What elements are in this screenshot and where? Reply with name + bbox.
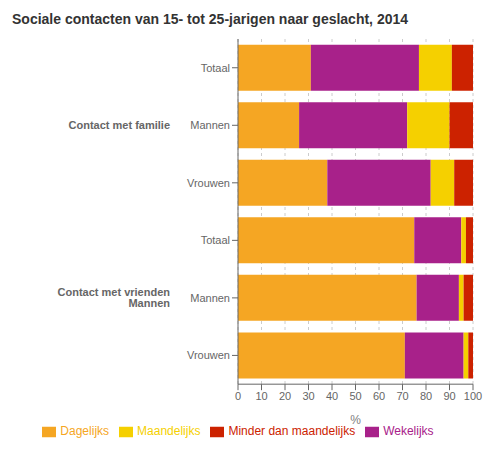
- svg-text:70: 70: [396, 390, 408, 402]
- html-text:Wekelijks: Wekelijks: [383, 424, 434, 439]
- html-text:Dagelijks: Dagelijks: [60, 424, 109, 439]
- html-text:Sociale contacten van 15- tot: Sociale contacten van 15- tot 25-jarigen…: [12, 11, 408, 27]
- svg-text:60: 60: [373, 390, 385, 402]
- svg-text:100: 100: [464, 390, 482, 402]
- svg-text:Vrouwen: Vrouwen: [187, 177, 230, 189]
- svg-text:90: 90: [443, 390, 455, 402]
- svg-text:30: 30: [302, 390, 314, 402]
- svg-text:Contact met vriendenMannen: Contact met vriendenMannen: [58, 286, 171, 309]
- svg-text:Totaal: Totaal: [201, 234, 230, 246]
- html-text:Maandelijks: Maandelijks: [137, 424, 201, 439]
- svg-text:Mannen: Mannen: [190, 119, 230, 131]
- svg-text:20: 20: [279, 390, 291, 402]
- svg-text:Mannen: Mannen: [190, 292, 230, 304]
- svg-text:Vrouwen: Vrouwen: [187, 349, 230, 361]
- svg-text:10: 10: [255, 390, 267, 402]
- svg-text:Totaal: Totaal: [201, 62, 230, 74]
- svg-text:50: 50: [349, 390, 361, 402]
- svg-text:80: 80: [420, 390, 432, 402]
- svg-text:40: 40: [326, 390, 338, 402]
- svg-text:0: 0: [235, 390, 241, 402]
- html-text:Minder dan maandelijks: Minder dan maandelijks: [228, 424, 356, 439]
- svg-text:Contact met familie: Contact met familie: [69, 119, 170, 131]
- svg-text:%: %: [350, 413, 361, 427]
